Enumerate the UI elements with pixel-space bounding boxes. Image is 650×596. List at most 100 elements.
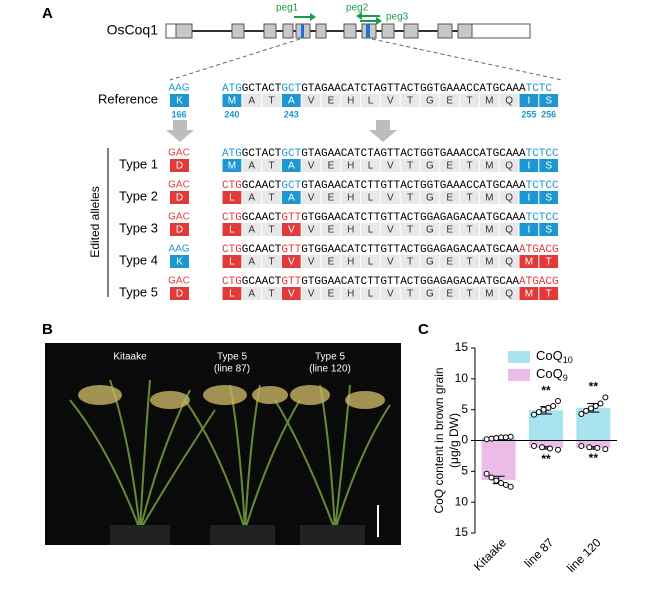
amino-acid: T [268,161,274,172]
amino-acid: T [407,257,413,268]
aa-box [440,191,460,204]
data-point [555,398,561,405]
amino-acid: E [446,289,453,300]
photo-label: Type 5 [217,352,247,363]
aa-box [170,287,189,300]
amino-acid: T [407,161,413,172]
amino-acid: Q [505,225,513,236]
aa-box [539,191,559,204]
aa-box [519,159,539,172]
aa-box [222,223,242,236]
plant-photo [45,343,401,545]
data-point [488,435,495,442]
amino-acid: T [466,257,472,268]
sequence: GCAACT [242,276,282,288]
aa-box [341,191,361,204]
sequence: GCTACT [242,83,282,95]
aa-box [341,287,361,300]
x-tick-label: Kitaake [471,535,509,573]
amino-acid: G [426,96,434,107]
group-label: Edited alleles [88,186,102,257]
amino-acid: V [387,161,394,172]
aa-box [499,191,519,204]
aa-box [460,191,479,204]
aa-box [170,191,189,204]
primer-arrows [294,12,382,25]
amino-acid: V [387,96,394,107]
data-point [550,402,557,409]
aa-box [262,255,281,268]
photo-label: Type 5 [315,352,345,363]
data-point [498,480,505,487]
data-point [531,443,537,450]
data-point [493,435,500,442]
aa-box [361,223,380,236]
aa-box [440,159,460,172]
amino-acid: A [248,96,255,107]
amino-acid: T [466,289,472,300]
amino-acid: T [268,289,274,300]
row-label: Type 5 [119,284,158,299]
aa-box [380,191,400,204]
sequence: GCT [281,180,301,192]
amino-acid: T [407,193,413,204]
amino-acid: I [528,96,531,107]
amino-acid: E [328,193,335,204]
amino-acid: H [347,161,354,172]
data-point [592,402,599,409]
amino-acid: A [288,96,295,107]
sequence: CTG [222,276,242,288]
sequence: GCAACT [242,212,282,224]
primer-label: peg2 [346,3,369,14]
aa-box [440,223,460,236]
amino-acid: S [545,193,552,204]
aa-box [222,94,242,107]
aa-box [242,255,262,268]
panel-label: C [418,321,429,338]
left-codon: AAG [168,83,189,94]
data-point [578,410,585,417]
aa-box [539,159,559,172]
amino-acid: T [268,193,274,204]
amino-acid: H [347,193,354,204]
aa-box [170,94,189,107]
amino-acid: M [525,289,533,300]
aa-box [380,223,400,236]
amino-acid: L [368,289,374,300]
aa-box [321,287,341,300]
data-point [594,444,601,451]
aa-box [301,94,321,107]
aa-box [479,287,499,300]
aa-box [242,159,262,172]
amino-acid: S [545,161,552,172]
aa-box [499,255,519,268]
sequence: GTT [281,244,301,256]
amino-acid: E [328,257,335,268]
amino-acid: V [288,257,295,268]
amino-acid: E [328,161,335,172]
legend-label: CoQ9 [536,366,568,383]
aa-box [539,255,559,268]
amino-acid: A [288,161,295,172]
row-label: Type 2 [119,188,158,203]
aa-box [380,287,400,300]
data-point [555,446,561,453]
aa-box [262,94,281,107]
aa-box [400,191,420,204]
amino-acid: Q [505,289,513,300]
data-point [502,434,509,441]
sequence: GTAGAACATCTAGTTACTGGTGAAACCATGCAAA [301,83,526,95]
left-aa: D [176,161,183,172]
aa-box [222,287,242,300]
sequence: ATG [222,148,242,160]
y-tick-label: 5 [461,402,468,416]
aa-box [499,287,519,300]
aa-box [281,223,301,236]
amino-acid: T [466,96,472,107]
aa-box [519,94,539,107]
aa-box [519,255,539,268]
legend-label: CoQ10 [536,348,573,365]
data-point [602,394,609,401]
amino-acid: Q [505,257,513,268]
